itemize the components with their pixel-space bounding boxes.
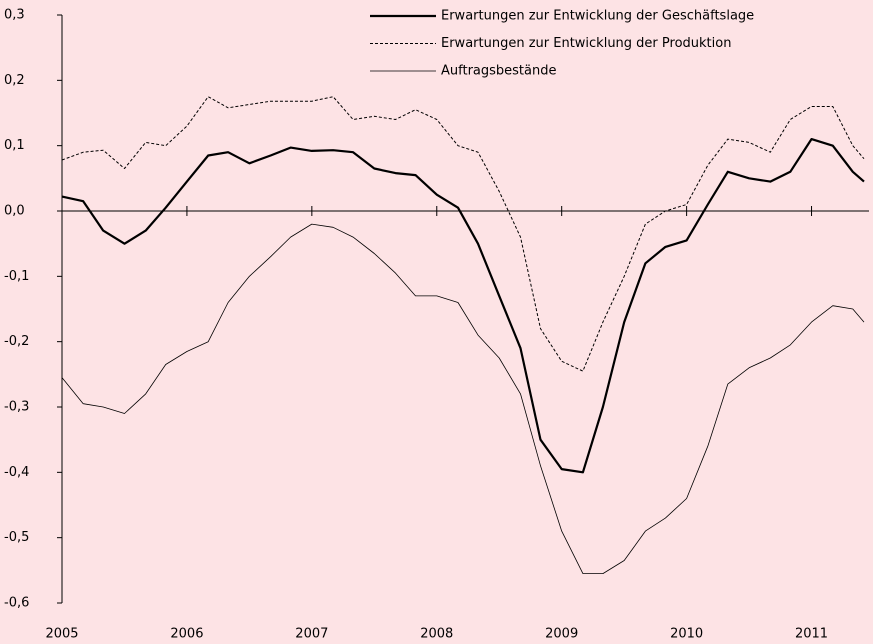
x-tick-label: 2011 xyxy=(795,627,828,642)
y-tick-label: -0,5 xyxy=(4,530,29,545)
x-tick-label: 2007 xyxy=(295,627,328,642)
y-tick-label: 0,0 xyxy=(4,204,25,219)
x-tick-label: 2009 xyxy=(545,627,578,642)
y-tick-label: -0,1 xyxy=(4,269,29,284)
legend-label: Auftragsbestände xyxy=(441,64,557,79)
y-tick-label: -0,4 xyxy=(4,465,29,480)
legend-label: Erwartungen zur Entwicklung der Geschäft… xyxy=(441,9,754,24)
y-tick-label: 0,1 xyxy=(4,138,25,153)
y-tick-label: -0,3 xyxy=(4,400,29,415)
x-tick-label: 2010 xyxy=(670,627,703,642)
x-tick-label: 2008 xyxy=(420,627,453,642)
y-tick-label: 0,2 xyxy=(4,73,25,88)
series-line xyxy=(61,96,865,372)
series-line xyxy=(61,223,865,574)
y-tick-label: 0,3 xyxy=(4,8,25,23)
legend-label: Erwartungen zur Entwicklung der Produkti… xyxy=(441,36,731,51)
series-line xyxy=(61,138,865,474)
y-tick-label: -0,2 xyxy=(4,334,29,349)
x-tick-label: 2006 xyxy=(170,627,203,642)
y-tick-label: -0,6 xyxy=(4,596,29,611)
x-tick-label: 2005 xyxy=(45,627,78,642)
